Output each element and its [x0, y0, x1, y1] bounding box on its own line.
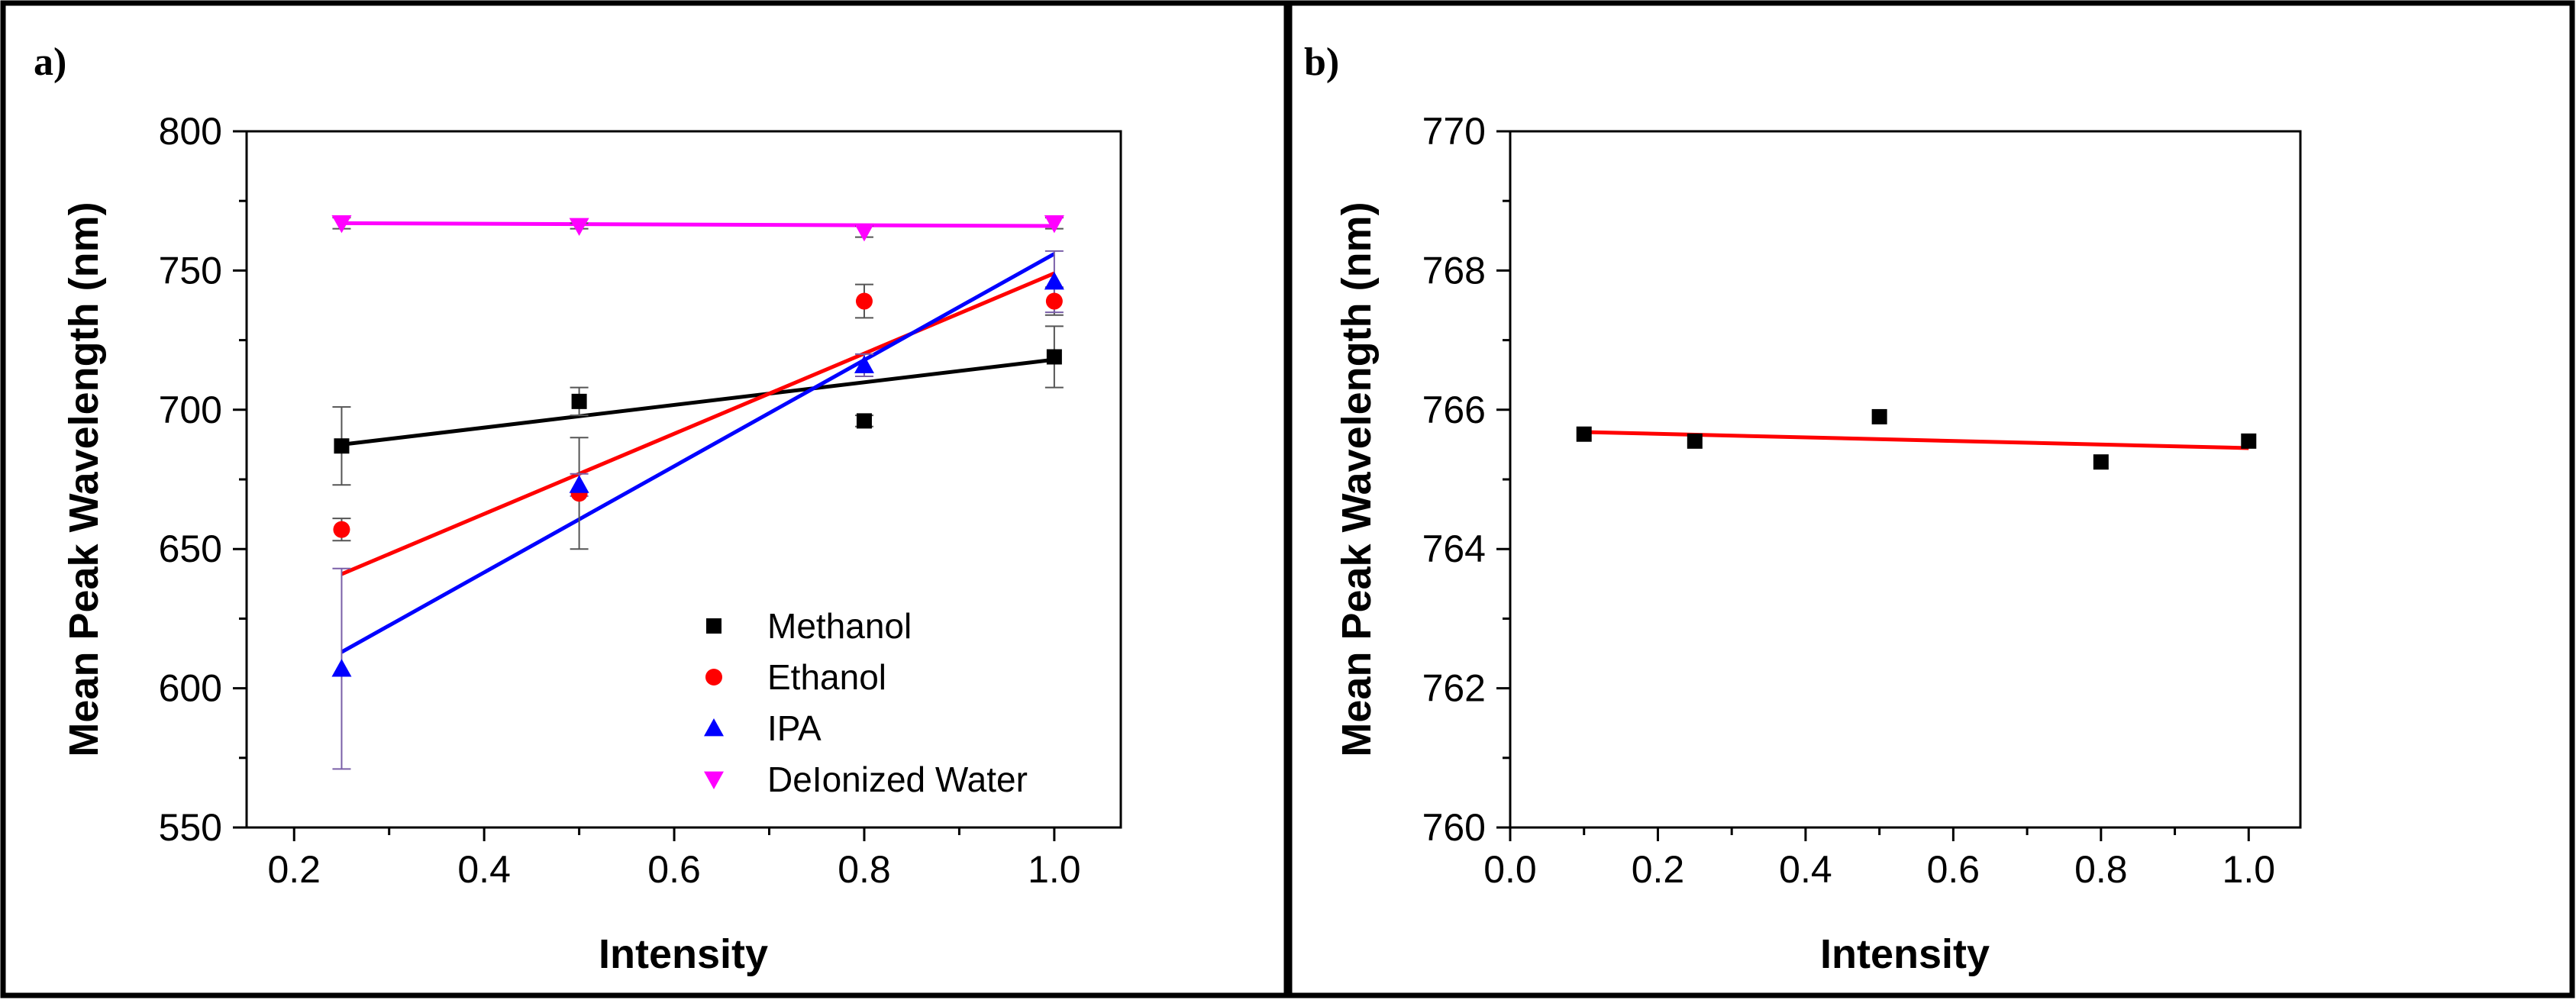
legend-label-deionized-water: DeIonized Water	[767, 760, 1028, 799]
y-tick-label: 762	[1422, 667, 1486, 710]
data-point-methanol	[334, 438, 350, 454]
data-point-ethanol	[333, 521, 350, 538]
chart-a-fits	[341, 221, 1056, 654]
legend-label-ethanol: Ethanol	[767, 657, 886, 697]
x-tick-label: 0.8	[2074, 848, 2128, 891]
data-point-deionized-water	[1044, 215, 1064, 234]
y-tick-label: 600	[159, 667, 222, 710]
data-point-methanol	[856, 413, 872, 429]
chart-a-errorbars	[332, 217, 1064, 770]
x-tick-label: 0.0	[1483, 848, 1537, 891]
fit-line-deionized-water	[341, 221, 1054, 228]
legend-marker-ethanol	[705, 669, 722, 685]
x-tick-label: 0.6	[1927, 848, 1980, 891]
panel-b-frame	[1286, 0, 2575, 998]
legend-label-methanol: Methanol	[767, 606, 912, 646]
x-tick-label: 0.4	[457, 848, 511, 891]
y-tick-label: 760	[1422, 806, 1486, 849]
data-point-data	[2093, 454, 2109, 470]
panel-b-label: b)	[1304, 40, 1339, 84]
data-point-methanol	[571, 393, 587, 409]
x-tick-label: 0.6	[647, 848, 701, 891]
x-tick-label: 1.0	[2223, 848, 2276, 891]
x-tick-label: 0.2	[1632, 848, 1685, 891]
chart-b-xlabel: Intensity	[1820, 931, 1990, 977]
y-tick-label: 770	[1422, 110, 1486, 153]
y-tick-label: 764	[1422, 527, 1486, 570]
x-tick-label: 0.4	[1779, 848, 1832, 891]
x-tick-label: 0.2	[267, 848, 321, 891]
x-tick-label: 0.8	[838, 848, 891, 891]
data-point-data	[2241, 433, 2257, 449]
chart-b-plot-frame	[1509, 130, 2302, 829]
data-point-data	[1687, 433, 1703, 449]
chart-a: a) 0.2 0.4 0.6 0.8 1.0 550 600 650 700 750 800 Met…	[34, 40, 1122, 977]
data-point-ipa	[854, 355, 874, 373]
data-point-ethanol	[855, 292, 873, 310]
fit-line-data	[1583, 430, 2249, 450]
y-tick-label: 650	[159, 527, 222, 570]
chart-b-fits	[1583, 430, 2249, 450]
data-point-methanol	[1046, 349, 1062, 365]
chart-b-ticks: 0.0 0.2 0.4 0.6 0.8 1.0 760 762 764 766 768 770	[1422, 110, 2275, 891]
y-tick-label: 750	[159, 249, 222, 292]
chart-a-points	[331, 215, 1064, 677]
chart-a-xlabel: Intensity	[599, 931, 768, 977]
data-point-deionized-water	[331, 215, 352, 234]
data-point-deionized-water	[569, 218, 589, 237]
data-point-ipa	[331, 659, 352, 677]
chart-a-ylabel: Mean Peak Wavelength (nm)	[61, 202, 107, 756]
data-point-deionized-water	[854, 223, 874, 242]
legend-marker-deionized-water	[704, 771, 724, 789]
chart-b-points	[1576, 408, 2257, 470]
fit-line-methanol	[341, 357, 1055, 447]
data-point-data	[1576, 426, 1592, 442]
panel-a-label: a)	[34, 40, 66, 84]
data-point-ipa	[1044, 271, 1064, 290]
fit-line-ipa	[341, 252, 1056, 654]
y-tick-label: 766	[1422, 389, 1486, 431]
legend-label-ipa: IPA	[767, 708, 822, 748]
fit-line-ethanol	[341, 271, 1055, 576]
panel-a-frame	[0, 0, 1290, 998]
chart-a-ticks: 0.2 0.4 0.6 0.8 1.0 550 600 650 700 750 800	[159, 110, 1081, 891]
y-tick-label: 800	[159, 110, 222, 153]
data-point-ethanol	[1045, 292, 1063, 310]
data-point-data	[1871, 408, 1887, 424]
x-tick-label: 1.0	[1028, 848, 1081, 891]
chart-b-ylabel: Mean Peak Wavelength (nm)	[1334, 202, 1380, 756]
chart-a-legend: Methanol Ethanol IPA DeIonized Water	[704, 606, 1028, 799]
y-tick-label: 700	[159, 389, 222, 431]
chart-b: b) 0.0 0.2 0.4 0.6 0.8 1.0760762764766768770 …	[1304, 40, 2302, 977]
legend-marker-methanol	[706, 618, 721, 634]
y-tick-label: 768	[1422, 249, 1486, 292]
chart-a-plot-frame	[245, 130, 1122, 829]
data-point-ipa	[569, 475, 589, 493]
legend-marker-ipa	[704, 718, 724, 737]
y-tick-label: 550	[159, 806, 222, 849]
